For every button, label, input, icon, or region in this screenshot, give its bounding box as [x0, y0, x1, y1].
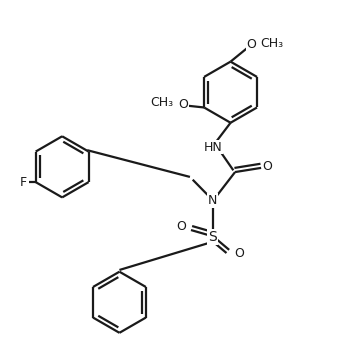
Text: O: O	[246, 38, 256, 52]
Text: O: O	[178, 98, 188, 111]
Text: F: F	[20, 176, 27, 189]
Text: CH₃: CH₃	[150, 96, 173, 110]
Text: S: S	[208, 230, 217, 244]
Text: HN: HN	[204, 141, 223, 154]
Text: CH₃: CH₃	[261, 37, 284, 50]
Text: O: O	[262, 160, 272, 173]
Text: N: N	[208, 194, 217, 207]
Text: O: O	[176, 220, 186, 233]
Text: O: O	[234, 247, 244, 260]
